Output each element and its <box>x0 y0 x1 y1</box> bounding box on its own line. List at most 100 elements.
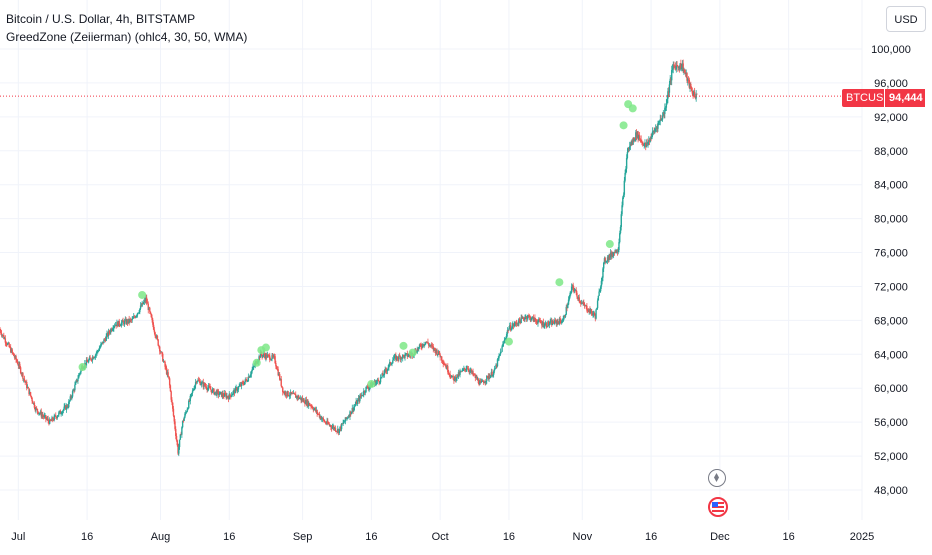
candle-body-up <box>592 313 594 315</box>
candle-body-up <box>440 356 442 358</box>
candle-body-up <box>488 376 490 379</box>
price-tick-label: 92,000 <box>874 112 908 124</box>
candle-body-down <box>310 405 312 407</box>
candle-body-down <box>580 302 582 304</box>
candle-body-down <box>540 322 542 324</box>
candle-body-down <box>161 351 163 354</box>
price-tick-label: 88,000 <box>874 146 908 158</box>
candle-body-up <box>527 315 529 318</box>
indicator-title[interactable]: GreedZone (Zeiierman) (ohlc4, 30, 50, WM… <box>6 30 248 44</box>
candle-body-down <box>660 119 662 120</box>
candle-body-up <box>601 277 603 281</box>
candle-body-up <box>456 374 458 379</box>
greedzone-marker <box>252 358 261 367</box>
candle-body-down <box>518 318 521 321</box>
candle-body-down <box>559 318 561 322</box>
candle-body-down <box>173 415 175 422</box>
candle-body-up <box>107 331 110 336</box>
candle-body-up <box>78 374 80 379</box>
candle-body-down <box>656 127 658 129</box>
candle-body-up <box>26 387 29 388</box>
candle-body-down <box>340 426 342 430</box>
candle-body-down <box>130 319 133 321</box>
candle-body-up <box>342 422 344 424</box>
candle-body-down <box>236 387 238 391</box>
candle-body-down <box>142 302 144 304</box>
candle-body-up <box>321 417 324 419</box>
candle-body-down <box>86 360 88 362</box>
candle-body-up <box>471 371 473 373</box>
symbol-title[interactable]: Bitcoin / U.S. Dollar, 4h, BITSTAMP <box>6 12 196 26</box>
candle-body-up <box>605 261 607 263</box>
time-tick-label: 16 <box>645 531 657 543</box>
candle-body-down <box>422 344 425 346</box>
candle-body-down <box>90 358 92 360</box>
candle-body-up <box>137 312 140 314</box>
candle-body-up <box>476 378 479 380</box>
candle-body-down <box>557 321 559 323</box>
candle-body-down <box>259 356 261 358</box>
candle-body-down <box>546 326 548 328</box>
candle-body-up <box>544 323 547 325</box>
candle-body-down <box>188 400 191 402</box>
candle-body-down <box>532 316 535 322</box>
candle-body-up <box>611 254 613 257</box>
compass-icon[interactable] <box>708 469 726 487</box>
greedzone-marker <box>367 379 376 388</box>
candle-body-down <box>684 70 686 73</box>
candle-body-down <box>304 403 306 404</box>
candle-body-up <box>584 305 587 307</box>
candle-body-up <box>106 333 108 336</box>
candle-body-down <box>547 321 550 325</box>
candle-body-down <box>12 352 14 354</box>
candle-body-down <box>168 378 171 386</box>
candle-body-down <box>293 392 295 394</box>
candle-body-up <box>65 405 68 410</box>
candle-body-down <box>361 395 363 396</box>
candle-body-up <box>435 350 438 354</box>
candle-body-down <box>677 65 679 68</box>
candle-body-down <box>555 320 558 324</box>
candle-body-up <box>643 144 645 146</box>
candle-body-up <box>659 119 661 122</box>
candle-body-down <box>417 348 419 350</box>
candle-body-up <box>48 419 51 424</box>
candle-body-up <box>404 354 406 358</box>
candle-body-up <box>654 128 657 130</box>
candle-body-down <box>445 365 447 369</box>
candle-body-up <box>270 359 272 360</box>
candle-body-up <box>424 344 426 345</box>
candle-body-down <box>146 302 149 304</box>
candle-body-down <box>222 393 224 396</box>
candle-body-down <box>283 392 285 395</box>
candle-body-down <box>248 376 250 378</box>
candle-body-up <box>596 308 598 310</box>
candle-body-down <box>0 328 1 331</box>
candle-body-down <box>146 297 148 303</box>
flag-icon[interactable] <box>708 497 728 517</box>
candle-body-down <box>205 386 208 389</box>
candle-body-up <box>525 316 527 318</box>
candle-body-down <box>163 361 165 362</box>
candle-body-up <box>356 400 359 405</box>
candle-body-down <box>425 341 428 343</box>
candle-body-down <box>285 392 287 396</box>
candle-body-down <box>479 381 482 383</box>
candle-body-down <box>209 387 211 390</box>
candle-body-down <box>441 360 444 362</box>
candle-body-up <box>35 408 37 411</box>
candle-body-down <box>460 371 463 373</box>
candle-body-down <box>126 319 129 323</box>
candle-body-down <box>325 423 328 425</box>
candle-body-down <box>457 374 459 377</box>
candle-body-up <box>598 291 600 296</box>
candle-body-up <box>516 323 519 325</box>
candle-body-up <box>366 386 368 388</box>
candle-body-down <box>37 411 39 414</box>
candle-body-up <box>621 205 623 215</box>
candle-body-up <box>61 413 63 415</box>
currency-button[interactable]: USD <box>886 6 926 32</box>
candle-body-down <box>3 335 5 339</box>
